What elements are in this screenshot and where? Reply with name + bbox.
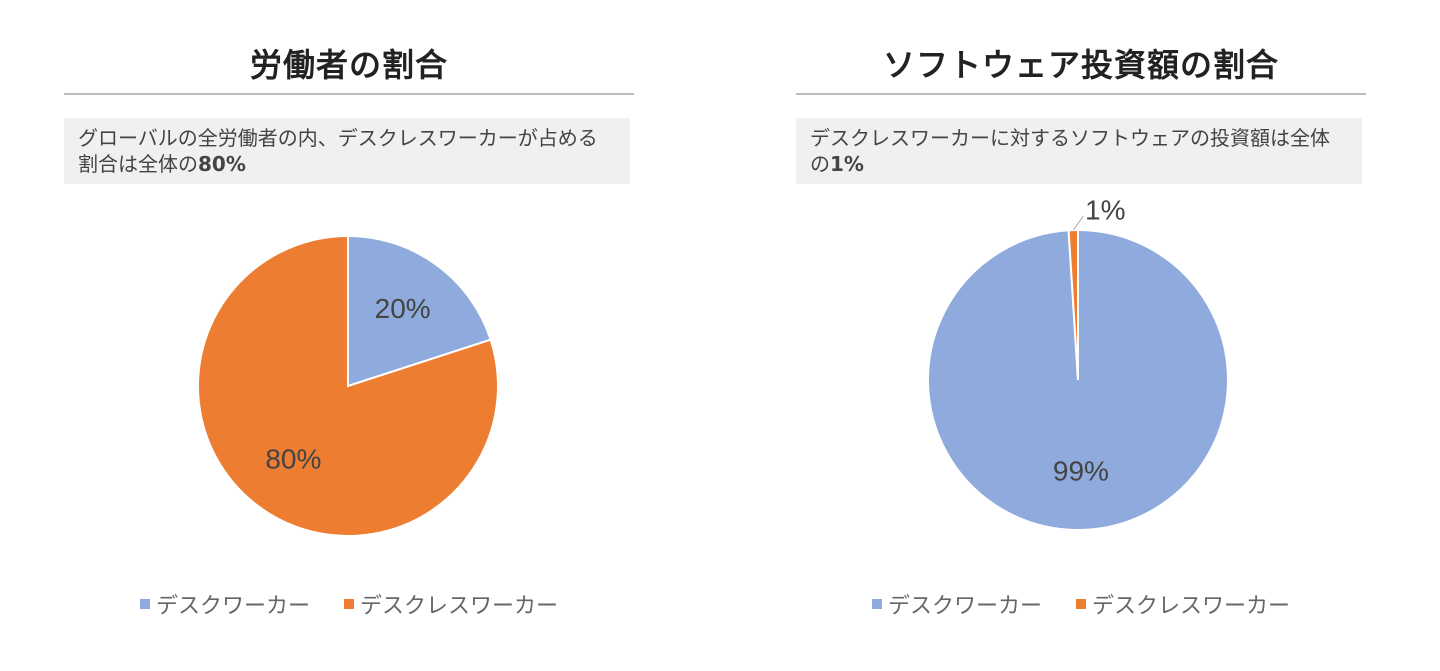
chart-note: デスクレスワーカーに対するソフトウェアの投資額は全体の1% xyxy=(796,118,1362,184)
pie-slice-deskless xyxy=(197,234,499,537)
legend-swatch-desk xyxy=(871,599,882,609)
title-divider xyxy=(64,93,634,95)
data-label-leader xyxy=(1072,215,1084,231)
legend-label: デスクワーカー xyxy=(887,594,1042,619)
pie-slice-desk xyxy=(347,234,492,388)
pie-data-label: 1% xyxy=(1085,196,1125,225)
legend-item-desk: デスクワーカー xyxy=(139,588,310,620)
pie-chart: 20% 80% xyxy=(197,234,499,537)
legend-item-desk: デスクワーカー xyxy=(871,588,1042,620)
legend-swatch-deskless xyxy=(1076,599,1086,609)
chart-title: ソフトウェア投資額の割合 xyxy=(882,46,1279,84)
legend-item-deskless: デスクレスワーカー xyxy=(344,588,558,620)
note-text: デスクレスワーカーに対するソフトウェアの投資額は全体の xyxy=(810,126,1330,176)
chart-worker-ratio: 労働者の割合 グローバルの全労働者の内、デスクレスワーカーが占める割合は全体の8… xyxy=(64,0,634,671)
note-text: グローバルの全労働者の内、デスクレスワーカーが占める割合は全体の xyxy=(78,126,598,176)
legend-label: デスクレスワーカー xyxy=(360,594,559,619)
pie-chart: 99% 1% xyxy=(927,196,1229,531)
note-value: 80% xyxy=(198,152,246,176)
legend-item-deskless: デスクレスワーカー xyxy=(1076,588,1290,620)
legend-swatch-desk xyxy=(139,599,150,609)
chart-software-investment-ratio: ソフトウェア投資額の割合 デスクレスワーカーに対するソフトウェアの投資額は全体の… xyxy=(796,0,1366,671)
chart-title: 労働者の割合 xyxy=(249,46,448,84)
legend-label: デスクレスワーカー xyxy=(1092,594,1291,619)
pie-data-label: 20% xyxy=(375,293,431,324)
pie-slice-deskless xyxy=(1067,228,1079,381)
pie-data-label: 80% xyxy=(265,444,321,475)
legend: デスクワーカー デスクレスワーカー xyxy=(64,588,634,620)
pie-data-label: 99% xyxy=(1053,455,1109,486)
legend-label: デスクワーカー xyxy=(155,594,310,619)
title-divider xyxy=(796,93,1366,95)
legend: デスクワーカー デスクレスワーカー xyxy=(796,588,1366,620)
note-value: 1% xyxy=(830,152,864,176)
legend-swatch-deskless xyxy=(344,599,354,609)
chart-note: グローバルの全労働者の内、デスクレスワーカーが占める割合は全体の80% xyxy=(64,118,630,184)
